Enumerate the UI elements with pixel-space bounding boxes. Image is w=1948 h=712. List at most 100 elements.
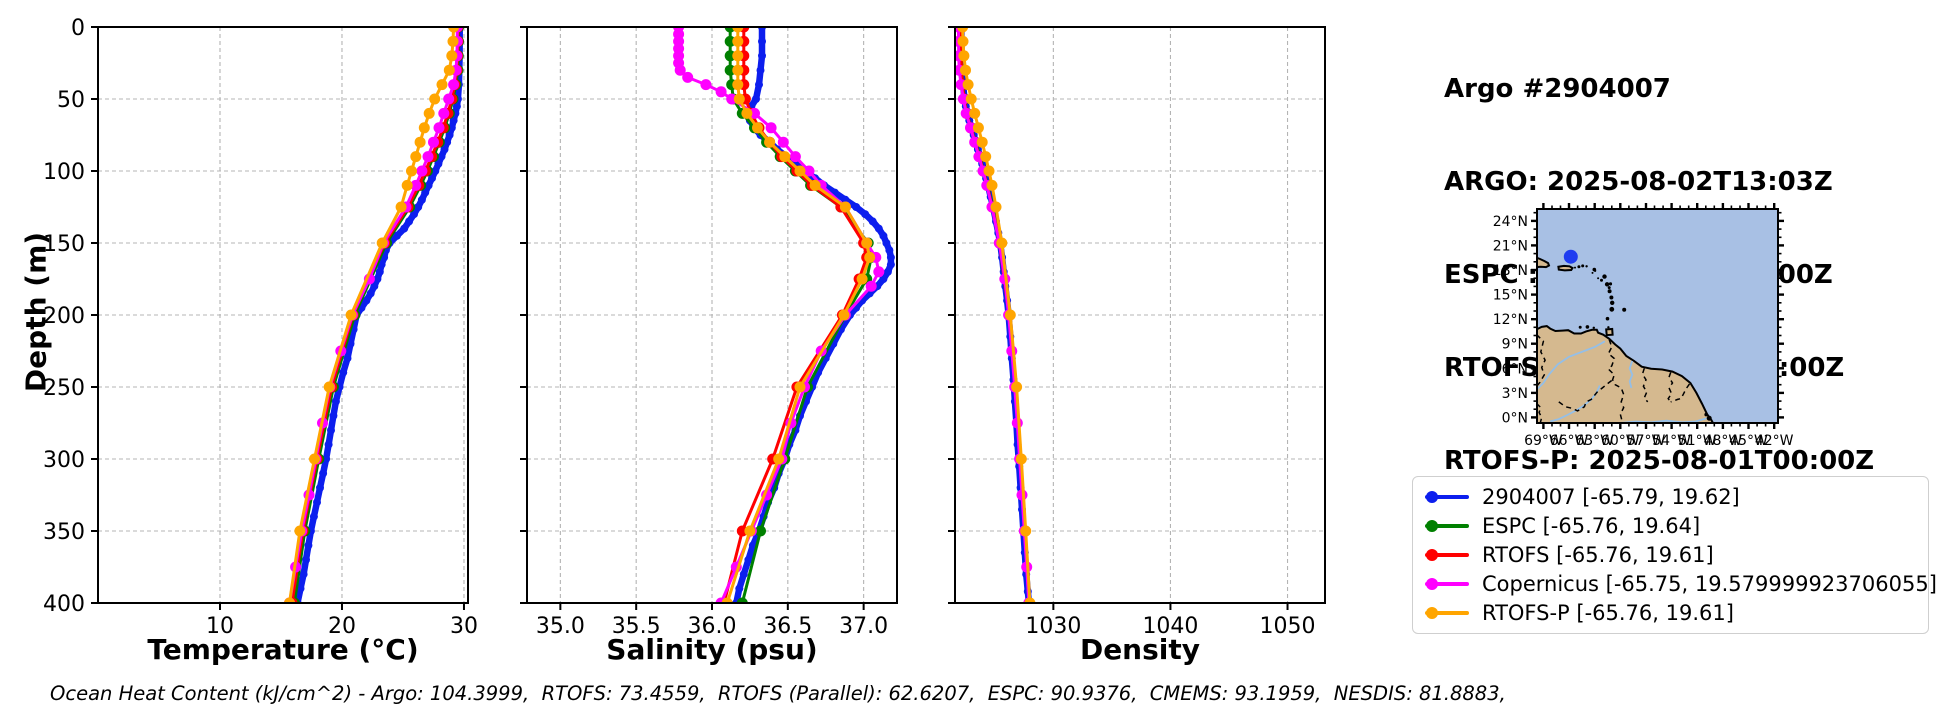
map-lon-label: 48°W	[1704, 433, 1743, 449]
figure-title: Argo #2904007	[1444, 74, 1671, 104]
map-island	[1591, 271, 1594, 274]
map-island	[1597, 277, 1600, 280]
map-island	[1585, 265, 1588, 268]
map-river	[1618, 417, 1707, 423]
map-lat-label: 21°N	[1493, 238, 1528, 254]
ocean-heat-content-caption: Ocean Heat Content (kJ/cm^2) - Argo: 104…	[50, 682, 1506, 705]
svg-text:20: 20	[328, 614, 356, 639]
svg-text:30: 30	[450, 614, 478, 639]
svg-text:35.0: 35.0	[536, 614, 585, 639]
map-landmass	[1557, 264, 1574, 272]
map-lat-label: 0°N	[1502, 410, 1528, 426]
map-island	[1605, 316, 1610, 321]
legend-marker-icon	[1425, 490, 1469, 504]
map-island	[1581, 264, 1585, 268]
svg-text:1050: 1050	[1260, 614, 1316, 639]
argo-timestamp: ARGO: 2025-08-02T13:03Z	[1444, 167, 1833, 197]
map-island	[1592, 326, 1595, 329]
map-lon-label: 60°W	[1601, 433, 1640, 449]
svg-text:150: 150	[43, 232, 85, 257]
svg-text:400: 400	[43, 592, 85, 617]
map-lat-label: 15°N	[1493, 288, 1528, 304]
rtofs-p-timestamp: RTOFS-P: 2025-08-01T00:00Z	[1444, 446, 1875, 476]
svg-text:300: 300	[43, 448, 85, 473]
map-border	[1558, 379, 1614, 412]
svg-text:1030: 1030	[1025, 614, 1081, 639]
svg-text:36.0: 36.0	[688, 614, 737, 639]
legend-label: RTOFS-P [-65.76, 19.61]	[1482, 601, 1734, 626]
series-RTOFS-P	[284, 27, 460, 603]
legend-entry-rtofs: RTOFS [-65.76, 19.61]	[1425, 543, 1924, 567]
map-island	[1574, 266, 1576, 269]
map-island	[1609, 295, 1614, 300]
legend-label: ESPC [-65.76, 19.64]	[1482, 513, 1701, 538]
map-layers	[1537, 256, 1715, 423]
map-lon-label: 42°W	[1755, 433, 1794, 449]
series-layer	[673, 27, 895, 603]
map-island	[1607, 286, 1611, 290]
svg-text:100: 100	[43, 160, 85, 185]
map-lat-label: 6°N	[1502, 361, 1528, 377]
legend-label: 2904007 [-65.79, 19.62]	[1482, 484, 1740, 509]
map-island	[1577, 265, 1581, 269]
legend-entry-espc: ESPC [-65.76, 19.64]	[1425, 514, 1924, 538]
series-RTOFS-P	[721, 27, 876, 603]
map-island	[1607, 289, 1612, 294]
map-lat-label: 12°N	[1493, 312, 1528, 328]
map-island	[1585, 325, 1590, 329]
map-lon-label: 57°W	[1627, 433, 1666, 449]
map-frame	[1536, 208, 1779, 424]
legend-entry-argo: 2904007 [-65.79, 19.62]	[1425, 485, 1924, 509]
legend-entry-rtofs-p: RTOFS-P [-65.76, 19.61]	[1425, 601, 1924, 625]
legend-label: RTOFS [-65.76, 19.61]	[1482, 542, 1714, 567]
salinity-axis-title: Salinity (psu)	[606, 633, 818, 666]
legend-marker-icon	[1425, 606, 1469, 620]
map-lon-label: 69°W	[1524, 433, 1563, 449]
svg-text:10: 10	[206, 614, 234, 639]
map-border	[1607, 339, 1625, 421]
series-layer	[284, 27, 464, 603]
map-border	[1641, 368, 1649, 403]
density-axis-title: Density	[1079, 633, 1201, 666]
float-position-marker-icon	[1563, 249, 1578, 264]
svg-text:350: 350	[43, 520, 85, 545]
svg-text:37.0: 37.0	[839, 614, 888, 639]
profile-chart-density: 1030 1040 1050	[948, 26, 1326, 639]
map-lon-label: 45°W	[1729, 433, 1768, 449]
profile-chart-salinity: 35.0 35.5 36.0 36.5 37.0	[520, 26, 898, 639]
map-island	[1608, 282, 1613, 286]
map-lon-label: 63°W	[1575, 433, 1614, 449]
map-island	[1604, 282, 1610, 287]
legend-marker-icon	[1425, 548, 1469, 562]
svg-text:200: 200	[43, 304, 85, 329]
location-mini-map: 69°W 66°W 63°W 60°W 57°W 54°W 51°W 48°W 45°W 42°W…	[1493, 203, 1794, 449]
map-lat-label: 3°N	[1502, 386, 1528, 402]
map-border	[1537, 402, 1543, 423]
map-river	[1537, 340, 1606, 391]
depth-axis-title: Depth (m)	[19, 231, 53, 393]
map-landmass	[1605, 327, 1614, 337]
map-island	[1622, 307, 1627, 312]
legend-marker-icon	[1425, 519, 1469, 533]
map-lat-label: 24°N	[1493, 214, 1528, 230]
map-border	[1537, 334, 1546, 387]
map-lon-label: 54°W	[1652, 433, 1691, 449]
legend-marker-icon	[1425, 577, 1469, 591]
map-island	[1704, 412, 1708, 417]
map-island	[1602, 274, 1607, 279]
map-border	[1667, 372, 1674, 403]
map-river	[1628, 360, 1634, 389]
map-island	[1706, 415, 1712, 421]
map-island	[1607, 326, 1610, 329]
svg-text:50: 50	[57, 88, 85, 113]
mini-map-canvas: 69°W66°W63°W60°W57°W54°W51°W48°W45°W42°W…	[1493, 203, 1794, 449]
svg-text:1040: 1040	[1142, 614, 1198, 639]
map-lat-label: 18°N	[1493, 263, 1528, 279]
map-island	[1593, 269, 1597, 272]
map-lon-label: 51°W	[1678, 433, 1717, 449]
legend: 2904007 [-65.79, 19.62] ESPC [-65.76, 19…	[1412, 476, 1937, 634]
map-island	[1609, 306, 1615, 312]
